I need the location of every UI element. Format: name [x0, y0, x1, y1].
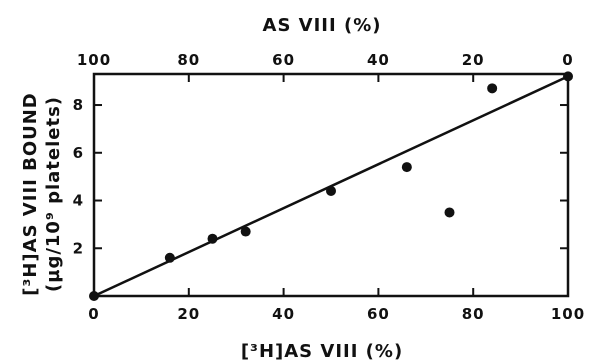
data-point — [89, 291, 99, 301]
x-axis-tick-label: 60 — [367, 305, 390, 323]
x-axis-title: [³H]AS VIII (%) — [241, 341, 403, 361]
top-axis-tick-label: 80 — [177, 51, 200, 69]
y-axis-title-line-2: (µg/10⁹ platelets) — [43, 96, 64, 292]
top-axis-title: AS VIII (%) — [263, 15, 382, 36]
data-point — [207, 233, 218, 244]
x-axis-tick-label: 100 — [551, 305, 585, 323]
y-axis-tick-label: 8 — [73, 96, 84, 114]
top-axis-tick-label: 20 — [462, 51, 485, 69]
data-point — [444, 207, 455, 218]
x-axis-tick-label: 40 — [272, 305, 295, 323]
top-axis-tick-label: 40 — [367, 51, 390, 69]
top-axis-tick-label: 0 — [562, 51, 573, 69]
plot-layer: 0 20 40 60 80 100 100 80 60 40 20 0 2 4 6 8 — [73, 51, 585, 323]
top-axis-tick-label: 100 — [77, 51, 111, 69]
x-axis-tick-label: 80 — [462, 305, 485, 323]
data-point — [326, 185, 336, 196]
plot-frame — [92, 72, 570, 298]
y-axis-tick-label: 4 — [73, 192, 84, 210]
x-axis-tick-label: 20 — [177, 305, 200, 323]
y-axis-tick-label: 6 — [73, 144, 84, 162]
y-axis-tick-label: 2 — [73, 239, 84, 257]
data-point — [563, 71, 573, 82]
top-axis-tick-label: 60 — [272, 51, 295, 69]
y-axis-title-line-1: [³H]AS VIII BOUND — [20, 92, 41, 296]
data-point — [401, 162, 412, 173]
data-point — [164, 252, 175, 263]
data-point — [240, 226, 251, 237]
x-axis-tick-label: 0 — [88, 305, 99, 323]
data-point — [487, 83, 498, 94]
